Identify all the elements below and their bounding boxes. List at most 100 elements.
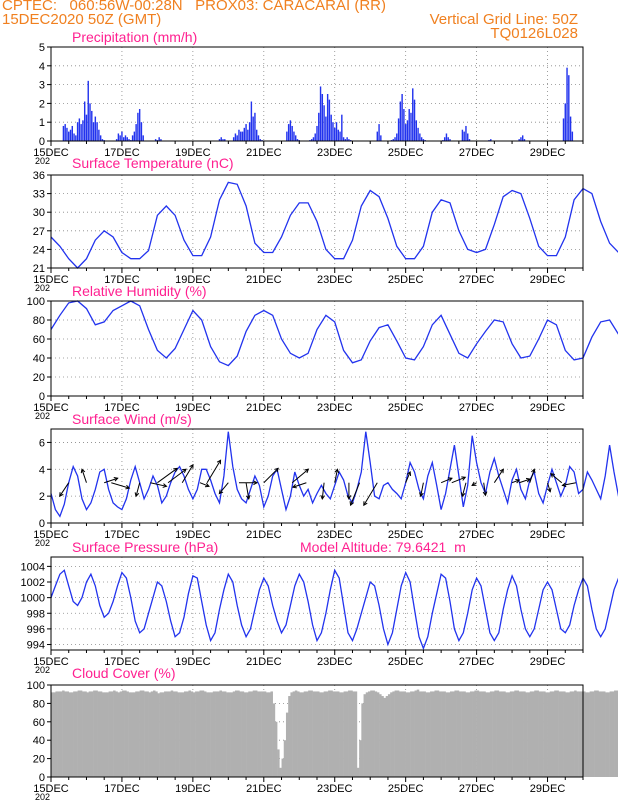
- precip-bar: [319, 86, 322, 141]
- cloud-bar: [600, 691, 604, 777]
- cloud-bar: [90, 691, 94, 777]
- precip-bar: [218, 139, 221, 141]
- precip-bar: [410, 112, 412, 141]
- precip-bar: [326, 94, 329, 141]
- precip-bar: [342, 137, 345, 141]
- cloud-bar: [518, 691, 522, 777]
- precip-bar: [80, 124, 82, 141]
- cloud-bar: [356, 767, 360, 777]
- precip-xtick-label: 21DEC: [246, 147, 282, 159]
- precip-bar: [121, 131, 123, 141]
- header-line2-right: Vertical Grid Line: 50Z: [429, 11, 578, 28]
- cloud-bar: [210, 692, 214, 777]
- cloud-frame: [50, 684, 584, 778]
- cloud-bar: [64, 691, 67, 777]
- cloud-bar: [496, 690, 500, 777]
- cloud-bar: [108, 691, 112, 777]
- cloud-bar: [478, 691, 482, 777]
- cloud-bar: [469, 691, 473, 777]
- cloud-bar: [436, 690, 440, 777]
- cloud-bar: [270, 691, 273, 777]
- cloud-bar: [467, 692, 471, 777]
- precip-bar: [291, 125, 293, 141]
- wind-arrow: [245, 482, 250, 499]
- rh-xtick-label: 25DEC: [388, 402, 424, 414]
- wind-arrow: [405, 471, 411, 483]
- precip-bar: [406, 120, 409, 141]
- precip-bar: [85, 114, 88, 141]
- cloud-bar: [509, 691, 513, 777]
- precip-bar: [78, 118, 81, 141]
- cloud-bar: [126, 691, 129, 777]
- precip-bar: [83, 101, 86, 141]
- precip-bar: [115, 139, 118, 141]
- precip-bar: [468, 139, 471, 141]
- wind-arrow-head: [80, 468, 86, 474]
- precip-bar: [69, 129, 72, 141]
- cloud-bar: [587, 692, 590, 777]
- cloud-bar: [263, 691, 267, 777]
- rh-ytick-label: 40: [33, 353, 45, 365]
- wind-arrow-head: [349, 501, 354, 507]
- cloud-bar: [219, 690, 222, 777]
- precip-bar: [335, 122, 338, 141]
- cloud-bar: [598, 691, 602, 777]
- header-line1-left: CPTEC: 060:56W-00:28N PROX03: CARACARAI …: [2, 0, 387, 14]
- rh-ytick-label: 20: [33, 372, 45, 384]
- cloud-bar: [197, 691, 200, 777]
- cloud-bar: [166, 691, 169, 777]
- precip-bar: [98, 129, 100, 141]
- precip-bar: [64, 124, 66, 141]
- cloud-bar: [243, 692, 247, 777]
- rh-line: [50, 300, 618, 367]
- wind-arrow-head: [182, 468, 187, 474]
- wind-arrow-head: [125, 484, 131, 490]
- precip-bar: [89, 103, 91, 141]
- cloud-bar: [328, 690, 331, 777]
- cloud-bar: [336, 691, 340, 777]
- cloud-bar: [148, 692, 152, 777]
- cloud-bar: [212, 691, 216, 777]
- cloud-bar: [168, 691, 171, 777]
- precip-bar: [232, 137, 235, 141]
- cloud-bar: [616, 690, 618, 777]
- precip-bar: [248, 122, 251, 141]
- precip-ytick-label: 5: [39, 42, 45, 54]
- wind-arrow-head: [561, 482, 567, 488]
- cloud-bar: [534, 690, 537, 777]
- cloud-bar: [206, 692, 209, 777]
- precip-bar: [523, 139, 526, 141]
- header-line2-left: 15DEC2020 50Z (GMT): [2, 11, 162, 28]
- precip-bar: [461, 129, 464, 141]
- cloud-bar: [523, 691, 526, 777]
- cloud-bar: [252, 690, 256, 777]
- precip-bar: [447, 137, 449, 141]
- cloud-bar: [452, 691, 455, 777]
- cloud-bar: [104, 692, 107, 777]
- wind-arrow-head: [59, 492, 64, 498]
- cloud-bar: [292, 691, 296, 777]
- cloud-bar: [188, 690, 191, 777]
- wind-xtick-label: 19DEC: [175, 529, 211, 541]
- cloud-bar: [257, 691, 260, 777]
- cloud-bar: [387, 694, 391, 777]
- cloud-bar: [237, 690, 240, 777]
- wind-arrow: [440, 477, 453, 484]
- cloud-bar: [88, 691, 92, 777]
- wind-arrow-head: [245, 494, 251, 500]
- cloud-bar: [339, 692, 342, 777]
- cloud-bar: [86, 692, 89, 777]
- precip-bar: [250, 101, 253, 141]
- precip-bar: [124, 135, 127, 141]
- cloud-ytick-label: 40: [33, 735, 45, 747]
- cloud-bar: [139, 690, 143, 777]
- precip-bar: [490, 139, 492, 141]
- precip-bar: [131, 135, 134, 141]
- precip-bar: [154, 139, 157, 141]
- pres-ytick-label: 996: [27, 624, 45, 636]
- cloud-bar: [529, 691, 533, 777]
- cloud-bar: [57, 691, 61, 777]
- precip-bar: [337, 129, 339, 141]
- precip-bar: [571, 131, 574, 141]
